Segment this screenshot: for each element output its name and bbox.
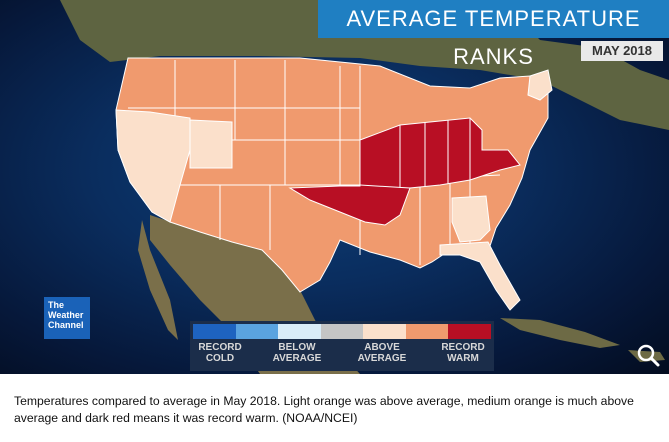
legend-label-above-average: ABOVE AVERAGE	[352, 342, 412, 364]
weather-channel-logo: The Weather Channel	[44, 297, 90, 339]
legend-swatches	[193, 324, 492, 339]
magnifier-icon[interactable]	[635, 342, 661, 368]
state-maine	[527, 69, 553, 101]
legend-label-below-average: BELOW AVERAGE	[267, 342, 327, 364]
record-warm-region	[288, 117, 521, 226]
legend-label-bottom: AVERAGE	[357, 353, 407, 364]
legend-label-record-warm: RECORD WARM	[433, 342, 493, 364]
legend-labels: RECORD COLD BELOW AVERAGE ABOVE AVERAGE …	[190, 339, 494, 369]
state-georgia	[451, 195, 491, 243]
map-panel: AVERAGE TEMPERATURE RANKS MAY 2018 The W…	[0, 0, 669, 374]
logo-line: The	[48, 300, 65, 310]
legend-label-bottom: WARM	[447, 353, 479, 364]
state-utah	[189, 119, 233, 169]
image-caption: Temperatures compared to average in May …	[14, 394, 634, 425]
state-california-nevada	[115, 109, 191, 223]
us-base-much-above	[115, 57, 549, 293]
logo-line: Channel	[48, 320, 84, 330]
state-florida	[439, 241, 521, 311]
hispaniola-landmass	[628, 350, 665, 362]
legend-label-top: ABOVE	[364, 342, 400, 353]
legend-label-bottom: AVERAGE	[272, 353, 322, 364]
legend-swatch	[320, 324, 364, 339]
legend-label-top: RECORD	[198, 342, 242, 353]
legend-swatch	[405, 324, 449, 339]
legend-label-bottom: COLD	[205, 353, 235, 364]
map-title-banner: AVERAGE TEMPERATURE RANKS	[318, 0, 669, 69]
legend: RECORD COLD BELOW AVERAGE ABOVE AVERAGE …	[190, 321, 494, 371]
record-state-borders	[359, 118, 471, 189]
legend-label-top: BELOW	[278, 342, 316, 353]
cuba-landmass	[500, 318, 620, 348]
legend-swatch	[278, 324, 321, 339]
baja-landmass	[138, 220, 178, 340]
legend-label-record-cold: RECORD COLD	[190, 342, 250, 364]
legend-label-top: RECORD	[441, 342, 485, 353]
legend-swatch	[235, 324, 279, 339]
legend-swatch	[193, 324, 236, 339]
legend-swatch	[448, 324, 492, 339]
us-map	[60, 0, 669, 374]
legend-swatch	[363, 324, 406, 339]
date-label: MAY 2018	[581, 41, 663, 61]
logo-line: Weather	[48, 310, 84, 320]
